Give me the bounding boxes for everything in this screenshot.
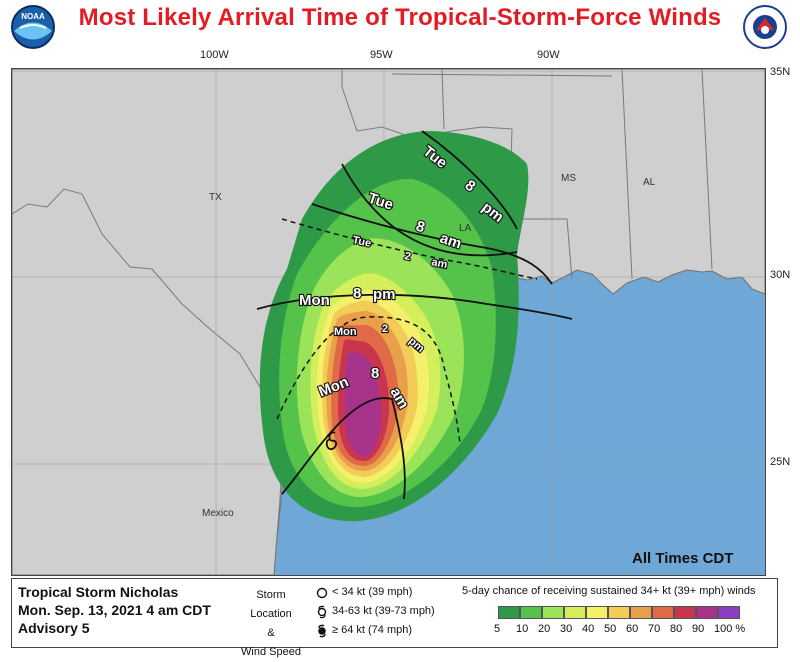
label-tue-2am-hour: 2 — [403, 250, 411, 263]
probability-swatch — [608, 606, 630, 619]
arrival-time-lines — [256, 130, 573, 500]
probability-swatch — [520, 606, 542, 619]
probability-tick-label: 50 — [604, 623, 617, 635]
probability-tick-label: 100 % — [714, 623, 746, 635]
lat-label-30n: 30N — [770, 269, 791, 281]
label-mon-8pm-hour: 8 — [353, 285, 361, 302]
probability-swatch — [564, 606, 586, 619]
probability-tick-label: 5 — [494, 623, 501, 635]
key-row-hurricane: ≥ 64 kt (74 mph) — [316, 621, 435, 640]
probability-title: 5-day chance of receiving sustained 34+ … — [462, 585, 756, 597]
map-title: Most Likely Arrival Time of Tropical-Sto… — [78, 4, 722, 31]
label-al: AL — [643, 177, 656, 188]
probability-swatch — [718, 606, 740, 619]
label-mon-2pm-day: Mon — [334, 326, 357, 338]
storm-datetime: Mon. Sep. 13, 2021 4 am CDT — [18, 602, 211, 618]
probability-tick-label: 30 — [560, 623, 573, 635]
probability-swatch — [696, 606, 718, 619]
arrival-time-dashed-lines — [276, 218, 538, 445]
svg-text:NOAA: NOAA — [21, 12, 45, 21]
hurricane-symbol-icon — [318, 624, 326, 637]
label-ms: MS — [561, 173, 576, 184]
probability-swatch — [652, 606, 674, 619]
time-zone-note: All Times CDT — [632, 550, 734, 567]
ampersand-label: & — [267, 627, 275, 639]
map-panel: Tue 8 pm Tue 8 am Tue 2 am Mon 8 pm Mon … — [11, 68, 766, 576]
probability-swatch — [498, 606, 520, 619]
storm-position-icon — [325, 431, 338, 450]
probability-color-bar — [498, 606, 740, 619]
storm-name: Tropical Storm Nicholas — [18, 584, 179, 600]
wind-speed-label: Wind Speed — [241, 646, 301, 658]
label-mexico: Mexico — [202, 508, 234, 519]
time-labels: Tue 8 pm Tue 8 am Tue 2 am Mon 8 pm Mon … — [298, 142, 508, 413]
label-mon-8am-hour: 8 — [371, 365, 379, 382]
label-tue-2am-day: Tue — [351, 234, 372, 250]
storm-key-items: < 34 kt (39 mph) 34-63 kt (39-73 mph) ≥ … — [316, 583, 435, 640]
label-tue-2am-ampm: am — [430, 256, 448, 271]
lon-label-90w: 90W — [537, 49, 560, 61]
key-item-label: < 34 kt (39 mph) — [332, 586, 413, 598]
storm-key-title: Storm Location & Wind Speed — [236, 586, 306, 662]
probability-swatch — [542, 606, 564, 619]
nws-logo — [743, 5, 787, 49]
label-mon-2pm-hour: 2 — [382, 323, 388, 335]
probability-tick-label: 70 — [648, 623, 661, 635]
probability-tick-label: 40 — [582, 623, 595, 635]
probability-tick-label: 60 — [626, 623, 639, 635]
label-tx: TX — [209, 192, 222, 203]
lat-label-35n: 35N — [770, 66, 791, 78]
probability-tick-label: 10 — [516, 623, 529, 635]
label-la: LA — [459, 223, 472, 234]
storm-info: Tropical Storm Nicholas Mon. Sep. 13, 20… — [18, 583, 211, 637]
probability-tick-label: 20 — [538, 623, 551, 635]
forecast-map: Tue 8 pm Tue 8 am Tue 2 am Mon 8 pm Mon … — [12, 69, 765, 575]
depression-symbol-icon — [316, 587, 328, 598]
probability-swatch — [630, 606, 652, 619]
storm-location-label: Storm Location — [250, 589, 292, 620]
key-row-storm: 34-63 kt (39-73 mph) — [316, 602, 435, 621]
lat-label-25n: 25N — [770, 456, 791, 468]
probability-contours — [259, 131, 529, 522]
key-item-label: 34-63 kt (39-73 mph) — [332, 605, 435, 617]
key-row-depression: < 34 kt (39 mph) — [316, 583, 435, 602]
probability-tick-label: 90 — [692, 623, 705, 635]
lon-label-95w: 95W — [370, 49, 393, 61]
label-mon-8pm-day: Mon — [299, 292, 330, 309]
storm-advisory: Advisory 5 — [18, 620, 90, 636]
label-mon-8pm-ampm: pm — [373, 286, 396, 303]
tropical-storm-symbol-icon — [317, 605, 327, 618]
noaa-logo: NOAA — [11, 5, 55, 49]
probability-swatch — [674, 606, 696, 619]
lon-label-100w: 100W — [200, 49, 229, 61]
probability-tick-label: 80 — [670, 623, 683, 635]
legend-panel: Tropical Storm Nicholas Mon. Sep. 13, 20… — [11, 578, 778, 658]
region-labels: TX LA MS AL Mexico — [202, 173, 656, 519]
key-item-label: ≥ 64 kt (74 mph) — [332, 624, 413, 636]
probability-swatch — [586, 606, 608, 619]
